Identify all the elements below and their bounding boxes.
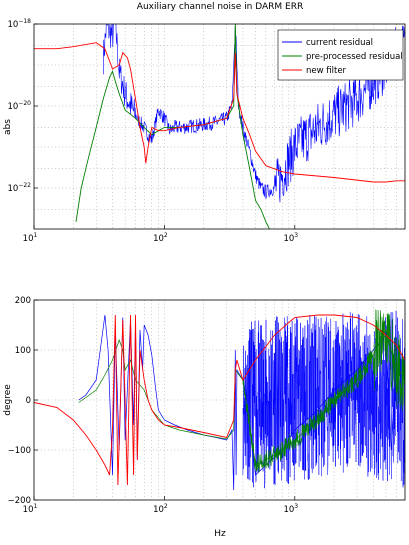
series-line	[34, 314, 405, 486]
phase-series	[34, 309, 405, 491]
magnitude-grid	[34, 24, 405, 229]
x-tick-exp: 3	[294, 232, 298, 239]
x-tick-label: 101	[23, 232, 38, 244]
x-tick-label: 103	[283, 503, 298, 515]
y-tick-label: 10−22	[8, 182, 32, 194]
y-tick-exp: −20	[18, 100, 31, 107]
y-tick-exp: −18	[18, 18, 31, 25]
y-tick-label: 10−18	[8, 18, 32, 30]
series-line	[103, 24, 405, 203]
y-tick-label: 100	[15, 346, 31, 356]
x-tick-exp: 1	[34, 232, 38, 239]
x-tick-base: 10	[283, 505, 294, 515]
x-tick-label: 102	[153, 232, 168, 244]
x-tick-exp: 2	[164, 232, 168, 239]
chart-title: Auxiliary channel noise in DARM ERR	[137, 2, 303, 12]
x-tick-base: 10	[153, 505, 164, 515]
x-tick-label: 102	[153, 503, 168, 515]
series-line	[78, 329, 405, 466]
magnitude-chart: Auxiliary channel noise in DARM ERR abs …	[3, 2, 406, 244]
y-tick-label: 0	[26, 396, 31, 406]
series-line	[78, 314, 405, 491]
y-tick-exp: −22	[18, 182, 31, 189]
series-noise	[242, 309, 405, 473]
y-tick-label: −200	[8, 496, 31, 506]
y-tick-label: 10−20	[8, 100, 32, 112]
y-tick-base: 10	[8, 102, 19, 112]
legend-entry: pre-processed residual	[306, 52, 403, 62]
series-line	[34, 42, 405, 183]
y-tick-base: 10	[8, 20, 19, 30]
y-axis-label-abs: abs	[3, 119, 13, 135]
magnitude-frame	[33, 23, 406, 230]
x-tick-exp: 3	[294, 503, 298, 510]
legend-entry: current residual	[306, 38, 373, 48]
legend-box	[277, 29, 404, 81]
y-tick-base: 10	[8, 184, 19, 194]
x-tick-exp: 2	[164, 503, 168, 510]
x-tick-base: 10	[283, 234, 294, 244]
x-tick-label: 101	[23, 503, 38, 515]
x-axis-label-hz: Hz	[214, 529, 226, 539]
legend-entry: new filter	[306, 66, 347, 76]
y-tick-label: 200	[15, 296, 31, 306]
x-tick-base: 10	[153, 234, 164, 244]
y-tick-label: −100	[8, 446, 31, 456]
phase-grid	[34, 300, 405, 500]
x-tick-base: 10	[23, 234, 34, 244]
x-tick-base: 10	[23, 505, 34, 515]
x-tick-exp: 1	[34, 503, 38, 510]
x-tick-label: 103	[283, 232, 298, 244]
legend: current residual pre-processed residual ne…	[277, 29, 404, 81]
series-noise	[242, 310, 405, 489]
y-axis-label-degree: degree	[3, 384, 13, 416]
magnitude-series	[34, 24, 405, 229]
